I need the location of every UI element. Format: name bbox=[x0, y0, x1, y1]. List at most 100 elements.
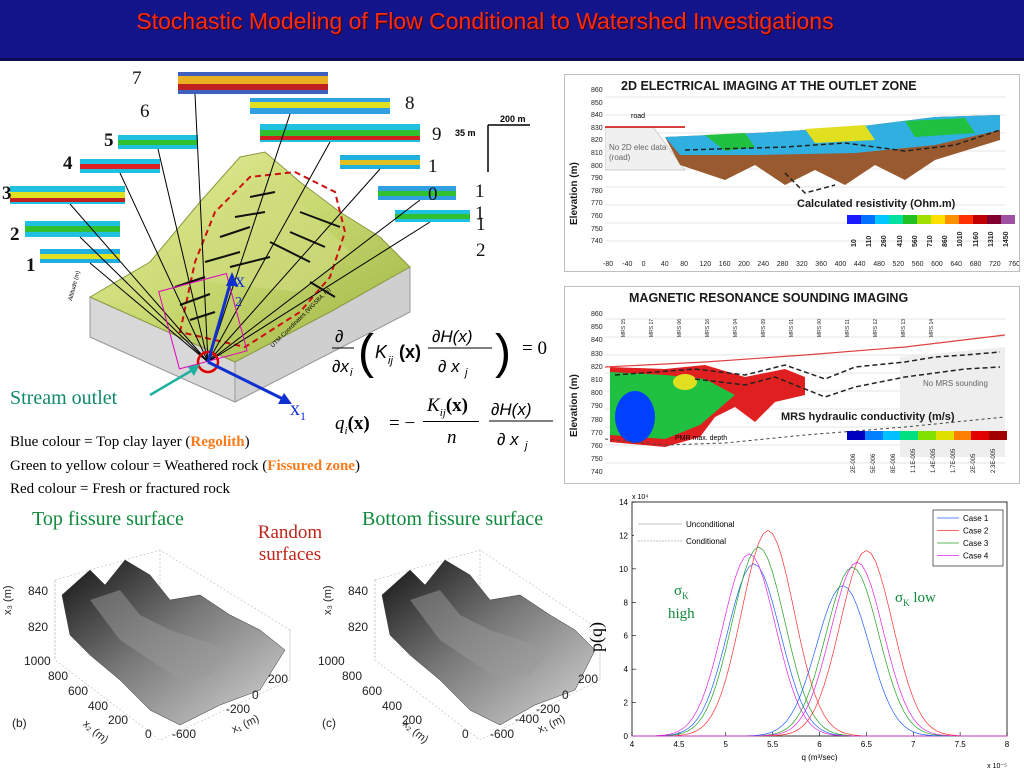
mrs-sounding-label: MRS 11 bbox=[845, 319, 851, 337]
electrical-ytick: 770 bbox=[591, 200, 603, 208]
header-divider bbox=[0, 58, 1024, 61]
mrs-panel: MAGNETIC RESONANCE SOUNDING IMAGING Elev… bbox=[564, 286, 1020, 484]
mrs-colorbar-swatch bbox=[918, 431, 936, 440]
top-x-tick-800: 800 bbox=[48, 669, 69, 683]
mrs-sounding-label: MRS 01 bbox=[789, 318, 795, 337]
mrs-colorbar-tick: 1.4E-005 bbox=[931, 448, 937, 473]
mrs-ylabel: Elevation (m) bbox=[569, 374, 580, 437]
sigma-high-label: σK high bbox=[668, 583, 695, 622]
mrs-colorbar-tick: 2E-006 bbox=[851, 453, 857, 473]
profile-number-11: 11 bbox=[475, 181, 485, 224]
profile-number-10: 10 bbox=[428, 156, 438, 205]
resistivity-colorbar-swatch bbox=[861, 215, 875, 224]
resistivity-colorbar-tick: 1450 bbox=[1003, 231, 1010, 247]
profile-number-2: 2 bbox=[10, 224, 20, 245]
flux-k-sub: ij bbox=[439, 406, 446, 419]
resistivity-colorbar-tick: 1010 bbox=[957, 231, 965, 247]
axis-x1-label: x1 bbox=[290, 398, 306, 423]
electrical-xtick: -40 bbox=[622, 261, 633, 268]
resistivity-colorbar-tick: 110 bbox=[866, 235, 874, 247]
mrs-ytick: 830 bbox=[591, 350, 603, 358]
pdf-ytick-label: 0 bbox=[624, 732, 629, 741]
bottom-x-tick-200: 200 bbox=[402, 713, 423, 727]
resistivity-colorbar-swatch bbox=[987, 215, 1001, 224]
mrs-colorbar-swatch bbox=[864, 431, 883, 440]
bottom-panel-tag: (c) bbox=[322, 716, 336, 730]
bottom-z-label: x₃ (m) bbox=[322, 585, 334, 615]
svg-text:∂ x: ∂ x bbox=[438, 357, 460, 376]
page-title: Stochastic Modeling of Flow Conditional … bbox=[136, 8, 834, 34]
mrs-colorbar-swatch bbox=[882, 431, 901, 440]
bottom-y-tick-0: 0 bbox=[562, 688, 569, 702]
sigma-low-label: σK low bbox=[895, 590, 936, 608]
electrical-ytick: 860 bbox=[591, 87, 603, 94]
pdf-ytick-label: 4 bbox=[624, 665, 629, 674]
mrs-colorbar-tick: 2.3E-005 bbox=[991, 448, 997, 473]
svg-text:∂: ∂ bbox=[335, 327, 343, 346]
scale-label: 200 m bbox=[500, 114, 526, 124]
pdf-xtick-label: 7 bbox=[911, 740, 916, 749]
electrical-xtick: 400 bbox=[834, 261, 847, 268]
mrs-ytick: 770 bbox=[591, 429, 603, 437]
mrs-ytick: 750 bbox=[591, 456, 603, 464]
resistivity-colorbar-swatch bbox=[847, 215, 861, 224]
pdf-xtick-label: 7.5 bbox=[955, 740, 967, 749]
resistivity-colorbar-tick: 260 bbox=[881, 235, 889, 247]
electrical-xtick: 360 bbox=[815, 261, 827, 268]
mrs-ytick: 810 bbox=[591, 377, 603, 384]
electrical-xtick: 120 bbox=[699, 261, 712, 268]
electrical-xtick: 40 bbox=[660, 261, 669, 268]
resistivity-colorbar-swatch bbox=[931, 215, 945, 224]
electrical-xtick: 200 bbox=[738, 261, 750, 268]
pdf-xtick-label: 5 bbox=[724, 740, 729, 749]
top-fissure-plot bbox=[0, 540, 300, 768]
pdf-y-multiplier: x 10⁴ bbox=[632, 494, 648, 501]
svg-text:(: ( bbox=[358, 326, 374, 379]
equation-1-svg: ∂ ∂x i ( K ij (x) ∂H(x) ∂ x j ) bbox=[332, 326, 511, 379]
resistivity-colorbar-tick: 10 bbox=[851, 239, 858, 247]
flux-derivative-svg: ∂H(x) ∂ x j bbox=[489, 400, 553, 452]
electrical-ylabel: Elevation (m) bbox=[569, 162, 580, 225]
top-z-label: x₃ (m) bbox=[2, 585, 14, 615]
watershed-svg bbox=[10, 72, 530, 404]
pdf-xtick-label: 5.5 bbox=[767, 740, 779, 749]
electrical-xtick: 480 bbox=[873, 261, 885, 268]
flux-x: (x) bbox=[347, 413, 370, 434]
flux-q: q bbox=[335, 413, 345, 434]
resistivity-colorbar-swatch bbox=[945, 215, 959, 224]
resistivity-colorbar-swatch bbox=[875, 215, 889, 224]
mrs-ytick: 790 bbox=[591, 403, 603, 411]
profile-number-1: 1 bbox=[26, 255, 36, 276]
svg-text:K: K bbox=[375, 342, 388, 362]
top-x-tick-0: 0 bbox=[145, 727, 152, 741]
bottom-x-tick-800: 800 bbox=[342, 669, 363, 683]
electrical-title: 2D ELECTRICAL IMAGING AT THE OUTLET ZONE bbox=[621, 79, 917, 93]
pdf-style-legend-label: Unconditional bbox=[686, 520, 735, 529]
mrs-ytick: 820 bbox=[591, 363, 603, 371]
pdf-ylabel: p(q) bbox=[586, 622, 606, 652]
mrs-colorbar-tick: 2E-005 bbox=[971, 453, 977, 473]
svg-text:∂H(x): ∂H(x) bbox=[432, 327, 473, 346]
electrical-section-svg bbox=[605, 96, 1005, 242]
top-y-tick-0: 0 bbox=[252, 688, 259, 702]
fissured-highlight: Fissured zone bbox=[267, 458, 355, 474]
pdf-case-legend-label: Case 1 bbox=[963, 514, 989, 523]
electrical-xtick: 520 bbox=[892, 261, 905, 268]
top-fissure-title: Top fissure surface bbox=[32, 508, 184, 530]
pmr-max-depth-label: PMR max. depth bbox=[675, 435, 728, 442]
flux-equation: qi(x) = − Kij(x) n ∂H(x) ∂ x j bbox=[335, 393, 565, 457]
darcy-equation: ∂ ∂x i ( K ij (x) ∂H(x) ∂ x j ) bbox=[330, 318, 580, 388]
mrs-colorbar-title: MRS hydraulic conductivity (m/s) bbox=[781, 411, 955, 423]
flow-pdf-chart: 4 4.5 5 5.5 6 6.5 7 7.5 8 0 2 4 6 8 10 12 14 q (m³/sec) x … bbox=[590, 488, 1024, 768]
electrical-strips bbox=[10, 72, 470, 263]
mrs-ytick: 850 bbox=[591, 324, 603, 332]
electrical-xtick: -80 bbox=[603, 261, 614, 268]
svg-text:ij: ij bbox=[388, 355, 393, 367]
resistivity-colorbar-title: Calculated resistivity (Ohm.m) bbox=[797, 198, 956, 210]
profile-number-9: 9 bbox=[432, 124, 442, 145]
electrical-ytick: 750 bbox=[591, 225, 603, 233]
top-x-tick-1000: 1000 bbox=[24, 654, 51, 668]
pdf-series-low-4 bbox=[632, 561, 1007, 737]
electrical-xtick: 560 bbox=[911, 261, 924, 268]
mrs-ytick: 860 bbox=[591, 311, 603, 318]
